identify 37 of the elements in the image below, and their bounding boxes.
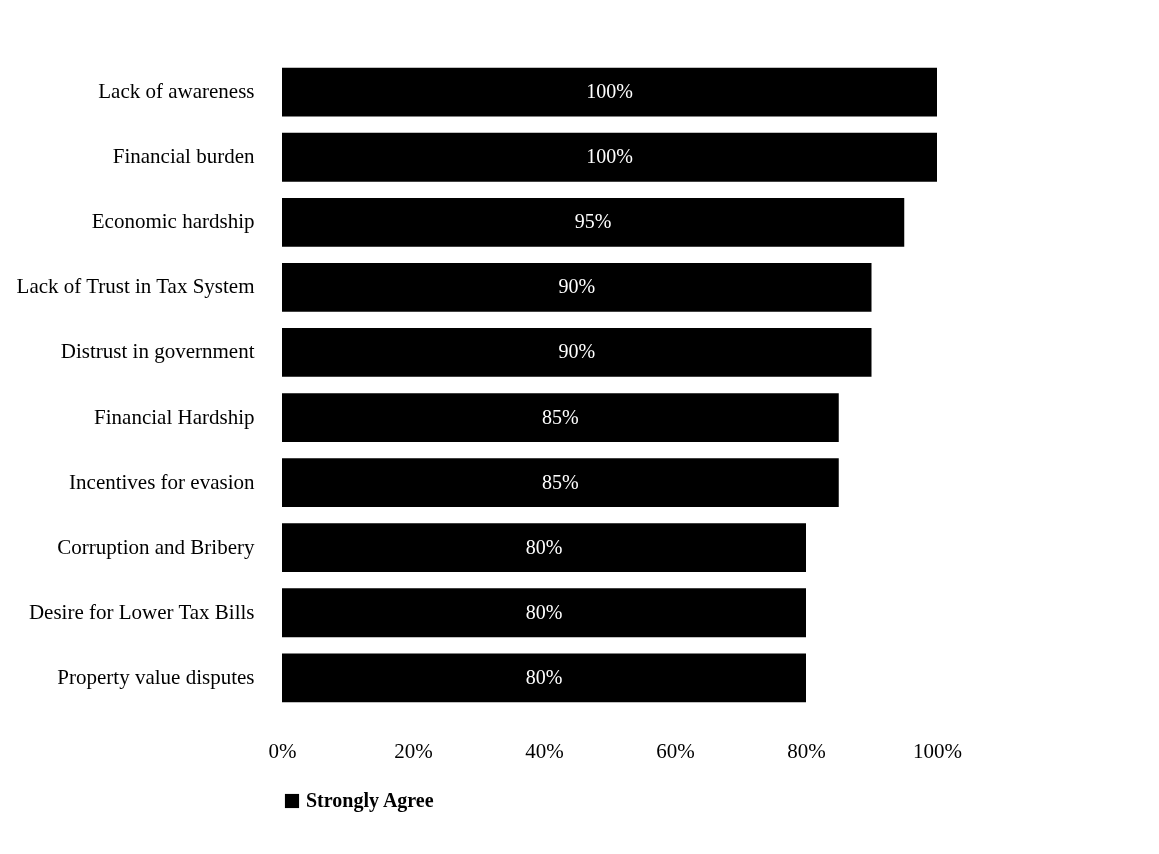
y-tick-label: Economic hardship	[91, 209, 255, 234]
bar	[282, 458, 839, 507]
y-tick-label: Corruption and Bribery	[57, 534, 255, 559]
text: 100%	[586, 80, 633, 103]
x-tick-label: 20%	[394, 738, 433, 763]
bar	[282, 393, 839, 442]
text: 80%	[525, 665, 563, 688]
x-tick-label: 100%	[913, 738, 962, 763]
bar	[282, 263, 872, 312]
text: 80%	[525, 535, 563, 558]
y-tick-label: Lack of Trust in Tax System	[16, 274, 255, 299]
bar	[282, 588, 806, 638]
y-tick-label: Lack of awareness	[98, 79, 255, 104]
y-tick-label: Property value disputes	[57, 664, 255, 689]
text: 90%	[558, 275, 596, 298]
y-tick-label: Incentives for evasion	[69, 469, 255, 494]
y-tick-label: Financial Hardship	[94, 404, 255, 429]
text: 85%	[542, 470, 579, 493]
bar	[282, 523, 806, 573]
y-tick-label: Desire for Lower Tax Bills	[28, 599, 255, 624]
y-tick-label: Distrust in government	[60, 339, 255, 364]
text: 90%	[558, 340, 596, 363]
bar	[282, 653, 806, 703]
x-tick-label: 40%	[525, 738, 564, 763]
text: 95%	[574, 210, 612, 233]
text: 80%	[525, 600, 563, 623]
bar	[282, 328, 872, 377]
text: 100%	[586, 145, 633, 168]
y-tick-label: Financial burden	[112, 144, 255, 169]
bar	[282, 67, 937, 117]
x-tick-label: 80%	[787, 738, 826, 763]
x-tick-label: 60%	[656, 738, 695, 763]
text: 85%	[542, 405, 579, 428]
bar	[282, 197, 905, 247]
x-tick-label: 0%	[268, 738, 297, 763]
bar	[282, 132, 937, 182]
legend-label: Strongly Agree	[306, 789, 434, 812]
